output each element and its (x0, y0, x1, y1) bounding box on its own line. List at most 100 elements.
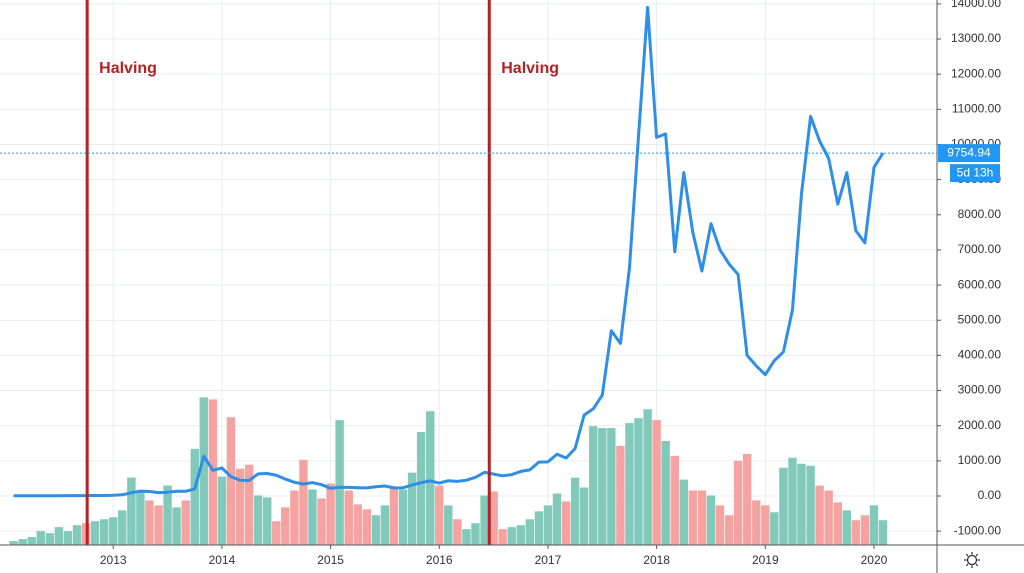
volume-bar (842, 510, 851, 545)
volume-bar (353, 504, 362, 545)
volume-bar (625, 423, 634, 545)
y-tick-label: 0.00 (978, 488, 1002, 502)
y-tick-label: 11000.00 (952, 101, 1001, 115)
volume-bar (344, 490, 353, 545)
volume-bar (706, 495, 716, 545)
volume-bar (788, 457, 797, 545)
volume-bar (317, 498, 326, 545)
volume-bar (299, 459, 308, 545)
x-tick-label: 2014 (209, 553, 236, 567)
y-tick-label: 2000.00 (958, 418, 1002, 432)
volume-bar (797, 463, 806, 545)
countdown-badge (950, 164, 1000, 183)
x-tick-label: 2017 (535, 553, 562, 567)
volume-bar (244, 464, 254, 545)
volume-bar (534, 511, 544, 545)
volume-bar (398, 489, 408, 545)
volume-bar (253, 495, 263, 545)
volume-bar (471, 523, 480, 545)
volume-bar (878, 520, 888, 545)
volume-bar (272, 521, 281, 545)
volume-bar (670, 455, 679, 545)
volume-bar (679, 479, 688, 545)
volume-bar (444, 505, 453, 545)
volume-bar (543, 505, 553, 545)
axes: -1000.00 0.00 1000.00 2000.00 3000.00 4000.00… (100, 0, 1001, 567)
halving-label: Halving (501, 60, 559, 77)
volume-bar (598, 428, 607, 545)
volume-bar (507, 527, 516, 545)
volume-bar (733, 460, 743, 545)
volume-bar (226, 417, 236, 545)
volume-bar (607, 428, 616, 545)
volume-bar (109, 517, 118, 545)
y-tick-label: 4000.00 (958, 348, 1002, 362)
volume-bar (100, 519, 109, 545)
volume-bar (435, 485, 444, 545)
volume-bar (516, 525, 525, 545)
y-tick-label: 13000.00 (951, 31, 1001, 45)
volume-bar (27, 537, 36, 545)
volume-bar (815, 485, 824, 545)
volume-bar (869, 505, 879, 545)
x-tick-label: 2019 (752, 553, 779, 567)
x-tick-label: 2018 (643, 553, 670, 567)
volume-bar (462, 529, 471, 545)
volume-bar (652, 420, 661, 545)
volume-bar (806, 465, 815, 545)
volume-bar (9, 541, 18, 545)
volume-bar (90, 521, 100, 545)
volume-bar (145, 500, 154, 545)
volume-bar (724, 515, 734, 545)
plot: Halving Halving (0, 0, 937, 545)
volume-bar (308, 489, 317, 545)
settings-icon[interactable] (964, 552, 980, 568)
volume-bar (172, 507, 181, 545)
volume-bar (742, 453, 752, 545)
volume-bar (634, 418, 643, 545)
volume-bar (589, 426, 598, 545)
volume-bar (570, 477, 580, 545)
volume-bar (426, 411, 435, 545)
volume-bar (136, 490, 145, 545)
x-tick-label: 2013 (100, 553, 127, 567)
volume-bar (235, 468, 245, 545)
price-badge (938, 144, 1000, 163)
volume-bar (552, 493, 562, 545)
volume-bar (489, 491, 498, 545)
volume-bar (661, 440, 670, 545)
volume-bar (770, 512, 779, 545)
y-tick-label: 5000.00 (958, 312, 1002, 326)
volume-bar (371, 515, 381, 545)
volume-bar (362, 509, 371, 545)
volume-bar (860, 515, 870, 545)
last-price-label: 9754.94 (947, 145, 991, 159)
y-tick-label: 14000.00 (951, 0, 1001, 10)
volume-bar (407, 472, 417, 545)
volume-bar (199, 397, 208, 545)
halving-label: Halving (99, 60, 157, 77)
y-tick-label: 3000.00 (958, 383, 1002, 397)
y-tick-label: 7000.00 (958, 242, 1002, 256)
volume-bar (217, 476, 227, 545)
volume-bar (163, 485, 172, 545)
volume-bar (833, 502, 842, 545)
y-tick-label: 12000.00 (951, 66, 1001, 80)
volume-bar (36, 531, 45, 545)
volume-bar (561, 501, 571, 545)
volume-bar (127, 477, 136, 545)
volume-bar (326, 483, 335, 545)
x-tick-label: 2015 (317, 553, 344, 567)
volume-bar (761, 505, 770, 545)
countdown-label: 5d 13h (957, 165, 994, 179)
volume-bar (688, 490, 698, 545)
price-line (13, 5, 885, 498)
volume-bar (263, 497, 272, 545)
volume-bar (208, 399, 218, 545)
volume-bar (335, 420, 344, 545)
volume-bar (453, 519, 462, 545)
volume-bar (779, 467, 788, 545)
volume-bar (380, 505, 390, 545)
y-tick-label: 6000.00 (958, 277, 1002, 291)
